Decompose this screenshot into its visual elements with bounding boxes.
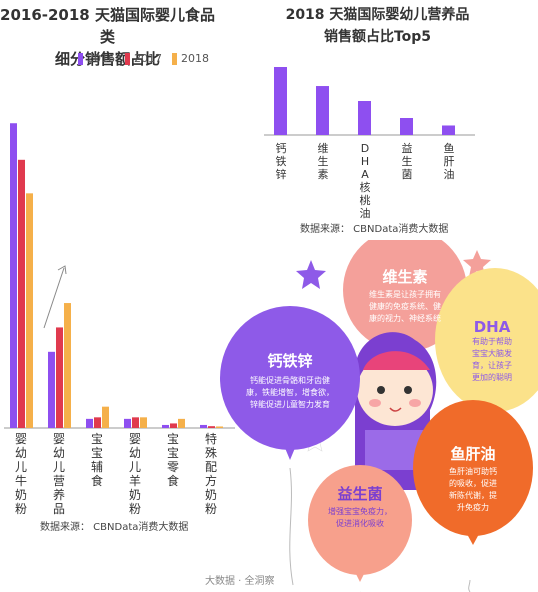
x-tick-label: DHA核桃油 <box>359 142 371 220</box>
left-title-line1: 2016-2018 天猫国际婴儿食品类 <box>0 6 215 46</box>
legend-label: 2017 <box>134 52 162 65</box>
balloon-codliver <box>413 400 533 545</box>
legend-swatch <box>172 52 177 65</box>
left-chart-legend: 2016 2017 2018 <box>78 52 209 65</box>
legend-item-2018: 2018 <box>172 52 209 65</box>
x-tick-label: 特殊配方奶粉 <box>204 432 217 516</box>
legend-label: 2018 <box>181 52 209 65</box>
legend-label: 2016 <box>87 52 115 65</box>
bar-2016-3 <box>124 418 131 428</box>
x-tick-label: 鱼肝油 <box>443 142 455 181</box>
balloon-vitamin <box>343 240 467 352</box>
bar-2018-2 <box>102 406 109 428</box>
trend-arrow-icon <box>43 265 67 329</box>
watermark: 大数据 · 全洞察 <box>205 576 275 587</box>
bar-top5-1 <box>316 86 329 135</box>
balloon-probiotic-text: 益生菌 增强宝宝免疫力， 促进消化吸收 <box>310 483 410 530</box>
right-x-axis-labels: 钙铁锌 维生素 DHA核桃油 益生菌 鱼肝油 <box>260 140 480 220</box>
bar-2017-1 <box>56 327 63 428</box>
left-x-axis-labels: 婴幼儿牛奶粉 婴幼儿营养品 宝宝辅食 婴幼儿羊奶粉 宝宝零食 特殊配方奶粉 <box>0 430 240 520</box>
balloon-vitamin-desc: 维生素是让孩子拥有 健康的免疫系统、健 康的视力、神经系统 <box>369 290 441 323</box>
bar-top5-0 <box>274 67 287 135</box>
bar-2017-3 <box>132 417 139 428</box>
bar-2017-2 <box>94 417 101 428</box>
balloon-calcium-desc: 钙能促进骨骼和牙齿健 康，铁能增智，增食欲， 锌能促进儿童智力发育 <box>246 376 334 409</box>
balloon-calcium-text: 钙铁锌 钙能促进骨骼和牙齿健 康，铁能增智，增食欲， 锌能促进儿童智力发育 <box>225 350 355 411</box>
x-tick-label: 宝宝辅食 <box>90 432 103 488</box>
x-tick-label: 婴幼儿牛奶粉 <box>14 432 27 516</box>
right-chart-title: 2018 天猫国际婴幼儿营养品 销售额占比Top5 <box>270 4 485 48</box>
bar-2017-4 <box>170 423 177 428</box>
bar-2018-5 <box>216 426 223 428</box>
x-tick-label: 钙铁锌 <box>275 142 287 181</box>
balloon-dha <box>435 268 538 412</box>
star-icon <box>463 250 491 277</box>
left-data-source: 数据来源： CBNData消费大数据 <box>40 522 189 533</box>
balloon-vitamin-text: 维生素 维生素是让孩子拥有 健康的免疫系统、健 康的视力、神经系统 <box>345 266 465 325</box>
bar-2018-3 <box>140 417 147 428</box>
legend-swatch <box>125 52 130 65</box>
legend-item-2016: 2016 <box>78 52 115 65</box>
balloon-illustration <box>220 240 538 592</box>
left-bar-chart <box>4 123 235 429</box>
balloon-dha-desc: 有助于帮助 宝宝大脑发 育，让孩子 更加的聪明 <box>472 337 512 382</box>
bar-2016-4 <box>162 424 169 428</box>
bar-2016-1 <box>48 351 55 428</box>
legend-swatch <box>78 52 83 65</box>
bar-top5-3 <box>400 118 413 135</box>
legend-item-2017: 2017 <box>125 52 162 65</box>
bar-2018-1 <box>64 303 71 428</box>
balloon-probiotic-desc: 增强宝宝免疫力， 促进消化吸收 <box>328 507 392 528</box>
baby-illustration <box>354 332 437 490</box>
bar-2016-2 <box>86 418 93 428</box>
x-tick-label: 婴幼儿营养品 <box>52 432 65 516</box>
x-tick-label: 益生菌 <box>401 142 413 181</box>
bar-2016-0 <box>10 123 17 428</box>
bar-2017-0 <box>18 159 25 429</box>
balloon-codliver-desc: 鱼肝油可助钙 的吸收，促进 新陈代谢，提 升免疫力 <box>449 467 497 512</box>
balloon-codliver-text: 鱼肝油 鱼肝油可助钙 的吸收，促进 新陈代谢，提 升免疫力 <box>433 443 513 514</box>
bar-2018-4 <box>178 418 185 428</box>
bar-top5-4 <box>442 125 455 135</box>
right-title-line1: 2018 天猫国际婴幼儿营养品 <box>285 7 470 23</box>
bar-2016-5 <box>200 424 207 428</box>
right-bar-chart <box>264 67 475 136</box>
balloon-dha-text: DHA 有助于帮助 宝宝大脑发 育，让孩子 更加的聪明 <box>452 318 532 384</box>
balloon-calcium <box>220 306 360 460</box>
x-tick-label: 维生素 <box>317 142 329 181</box>
bar-2018-0 <box>26 193 33 428</box>
x-tick-label: 婴幼儿羊奶粉 <box>128 432 141 516</box>
right-data-source: 数据来源： CBNData消费大数据 <box>300 224 449 235</box>
x-tick-label: 宝宝零食 <box>166 432 179 488</box>
right-title-line2: 销售额占比Top5 <box>323 29 432 45</box>
bar-top5-2 <box>358 101 371 135</box>
star-icon <box>296 260 326 289</box>
bar-2017-5 <box>208 426 215 428</box>
balloon-probiotic <box>308 465 412 582</box>
